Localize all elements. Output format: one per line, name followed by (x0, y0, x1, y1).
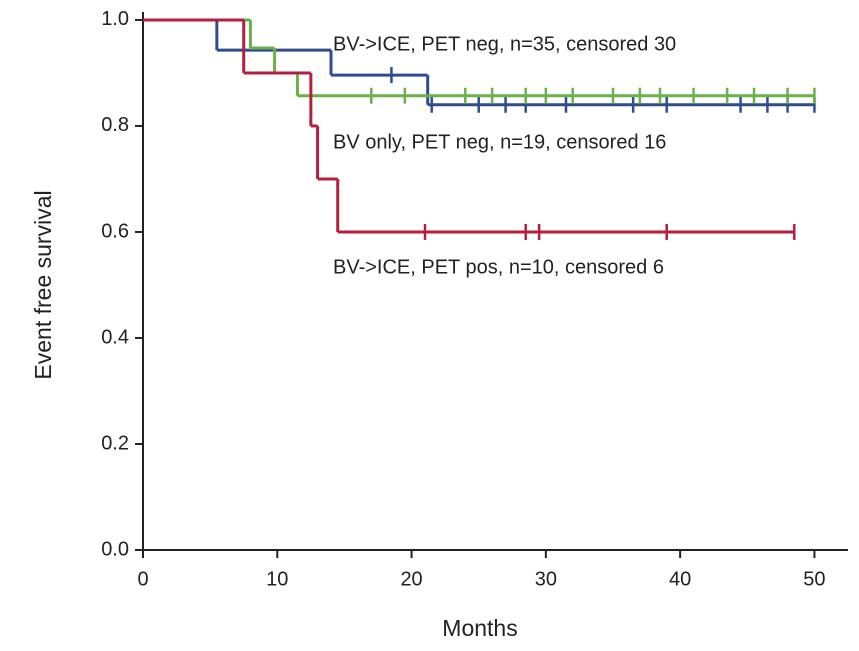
y-tick-label: 0.6 (101, 220, 129, 242)
x-tick-label: 40 (669, 568, 691, 590)
y-axis-label: Event free survival (30, 190, 56, 379)
series-label: BV->ICE, PET pos, n=10, censored 6 (333, 256, 664, 278)
x-tick-label: 30 (535, 568, 557, 590)
x-tick-label: 0 (137, 568, 148, 590)
y-tick-label: 0.8 (101, 114, 129, 136)
y-tick-label: 0.0 (101, 538, 129, 560)
x-tick-label: 50 (803, 568, 825, 590)
series-label: BV only, PET neg, n=19, censored 16 (333, 131, 666, 153)
x-tick-label: 10 (266, 568, 288, 590)
y-tick-label: 0.2 (101, 432, 129, 454)
x-tick-label: 20 (400, 568, 422, 590)
x-axis-label: Months (442, 615, 517, 641)
y-tick-label: 0.4 (101, 326, 129, 348)
y-tick-label: 1.0 (101, 8, 129, 30)
series-label: BV->ICE, PET neg, n=35, censored 30 (333, 33, 676, 55)
